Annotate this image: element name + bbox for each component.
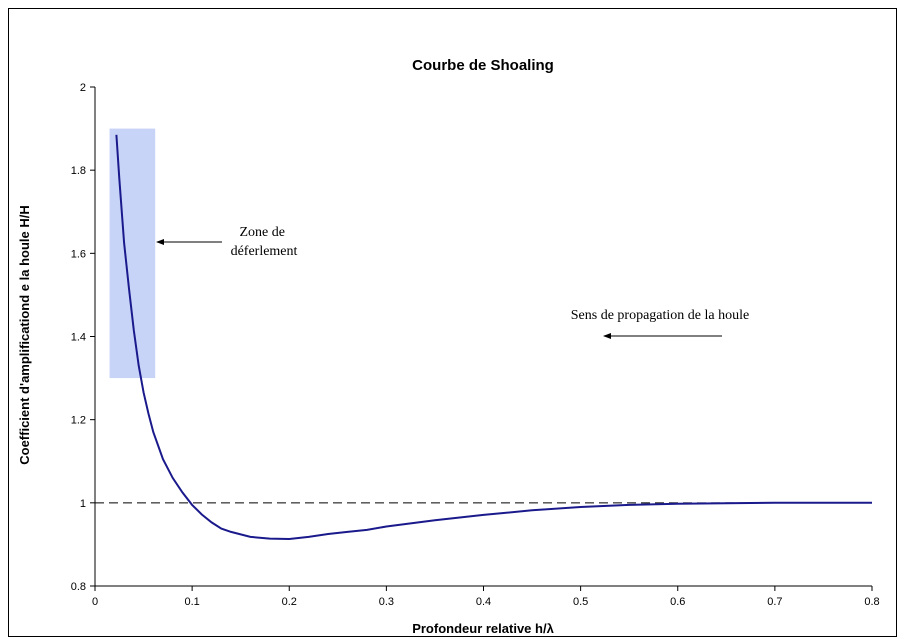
chart-title: Courbe de Shoaling: [412, 57, 554, 74]
annotation-propagation: Sens de propagation de la houle: [571, 308, 749, 323]
x-tick-label: 0.6: [670, 596, 685, 608]
series-line: [115, 134, 872, 541]
x-ticks: 0 0.1 0.2 0.3 0.4 0.5 0.6 0.7 0.8: [92, 586, 880, 608]
annotation-breaking-zone-line1: Zone de: [240, 225, 285, 240]
annotation-breaking-zone-line2: déferlement: [231, 244, 298, 259]
x-tick-label: 0.8: [864, 596, 879, 608]
y-tick-label: 1.2: [71, 415, 86, 427]
x-tick-label: 0: [92, 596, 98, 608]
x-axis-label: Profondeur relative h/λ: [412, 621, 554, 636]
y-tick-label: 1.4: [71, 332, 86, 344]
y-tick-label: 2: [80, 82, 86, 94]
annotation-breaking-zone: Zone de déferlement: [231, 225, 298, 259]
x-tick-label: 0.2: [282, 596, 297, 608]
y-tick-label: 1: [80, 498, 86, 510]
x-tick-label: 0.1: [184, 596, 199, 608]
x-tick-label: 0.5: [573, 596, 588, 608]
x-tick-label: 0.3: [379, 596, 394, 608]
y-axis-label: Coefficient d'amplificationd e la houle …: [17, 205, 32, 465]
x-tick-label: 0.4: [476, 596, 491, 608]
breaking-zone-highlight: [109, 128, 156, 379]
y-tick-label: 1.8: [71, 165, 86, 177]
y-tick-label: 0.8: [71, 581, 86, 593]
chart-frame: [8, 8, 897, 637]
y-tick-label: 1.6: [71, 248, 86, 260]
x-tick-label: 0.7: [767, 596, 782, 608]
y-ticks: 0.8 1 1.2 1.4 1.6 1.8 2: [71, 82, 95, 593]
annotation-propagation-line1: Sens de propagation de la houle: [571, 308, 749, 323]
